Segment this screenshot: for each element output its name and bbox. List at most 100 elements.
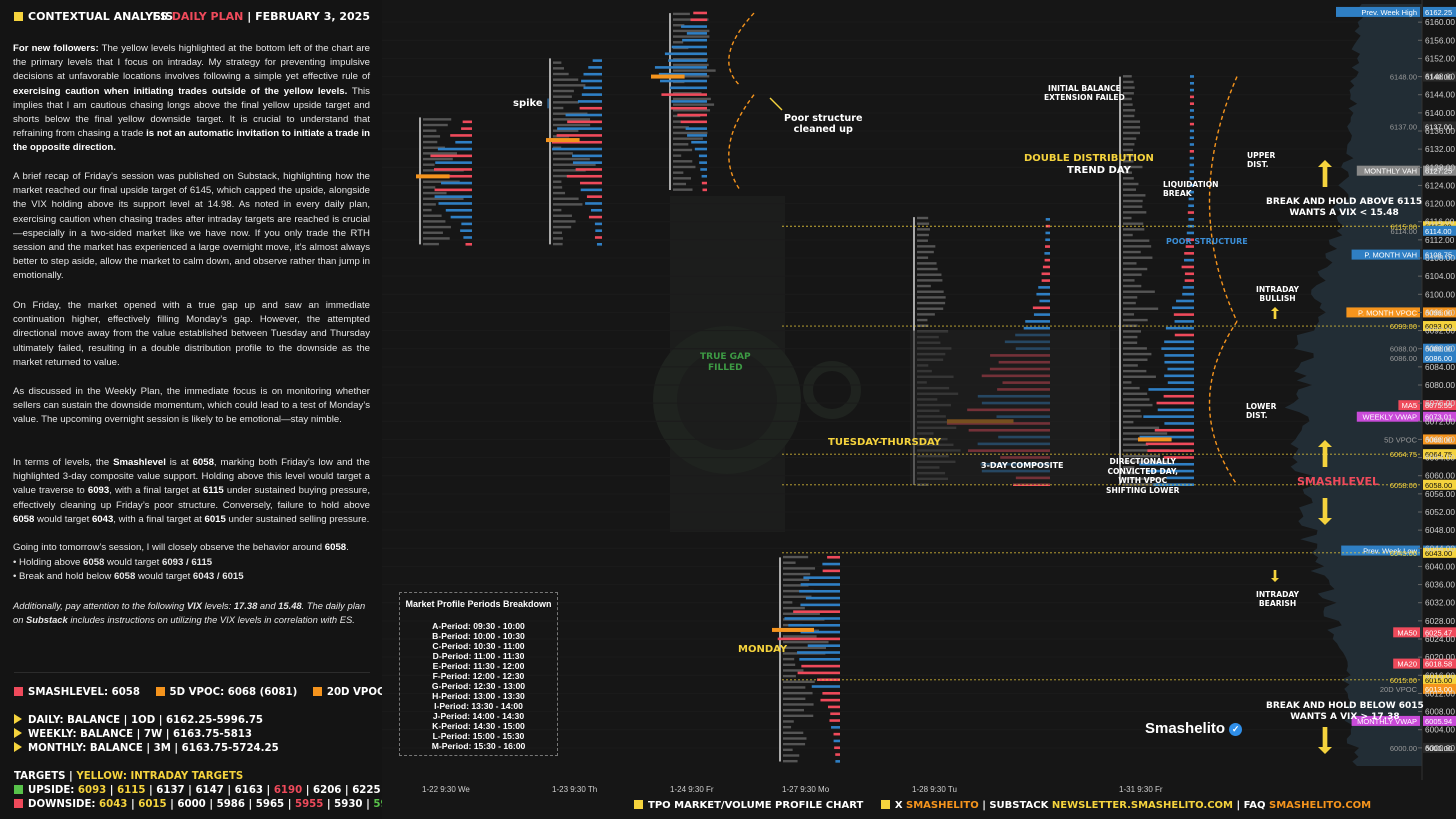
level-row-1: SMASHLEVEL: 6058 5D VPOC: 6068 (6081) 20… [14,687,421,698]
tpo-row [783,686,806,689]
tpo-row [1123,211,1147,214]
tpo-row [783,731,804,735]
footer-sep: | [1236,800,1241,811]
ref-label: 6064.75 [1390,450,1417,459]
tpo-row [423,225,451,229]
ref-label: MONTHLY VWAP [1357,717,1417,726]
volume-bar [800,583,840,586]
ref-value-tag [1423,683,1456,694]
tpo-row [783,669,804,672]
tpo-row [553,146,562,149]
tpo-row [553,163,596,166]
volume-bar [1045,231,1050,235]
tpo-row [783,742,806,746]
tpo-row [1123,426,1160,429]
volume-bar [590,208,602,212]
volume-bar [668,59,707,62]
tpo-row [1123,233,1133,237]
tpo-row [1123,245,1152,248]
tpo-row [553,225,572,229]
tpo-row [1123,318,1148,322]
yellow-square-icon [880,800,890,809]
volume-bar [699,161,707,164]
volume-bar [701,181,707,185]
footer-x: X [894,800,903,811]
arrow-down-icon [1271,570,1279,582]
volume-bar [1139,462,1194,466]
y-tick-label: 6072.00 [1425,416,1455,426]
ref-value: 6013.00 [1425,685,1452,694]
tpo-row [783,720,794,723]
volume-bar [596,242,602,246]
tpo-row [553,191,566,195]
tpo-row [673,12,690,16]
volume-bar [1173,313,1194,316]
tpo-row [423,140,438,144]
tpo-row [673,103,715,106]
ann-true-gap: TRUE GAP FILLED [700,352,751,373]
downside-targets: 6043 | 6015 | 6000 | 5986 | 5965 | 5955 … [99,799,402,810]
volume-bar [691,140,707,144]
footer-newsletter-link[interactable]: NEWSLETTER.SMASHELITO.COM [1051,800,1233,811]
tpo-row [1123,279,1135,282]
y-tick-label: 6128.00 [1425,162,1455,172]
volume-bar [1184,258,1194,262]
tpo-row [783,697,806,700]
tpo-row [1123,420,1134,424]
arc-lower-dist [1208,321,1238,486]
tpo-row [553,197,579,200]
tpo-row [553,72,569,76]
volume-bar [583,72,602,76]
footer-substack: SUBSTACK [989,800,1049,811]
volume-bar [1167,367,1194,371]
composite-value-area [910,330,1110,485]
tpo-row [783,748,793,752]
tpo-row [553,89,574,93]
volume-bar [1148,388,1194,391]
tpo-row [783,737,807,740]
period-row: L-Period: 15:00 - 15:30 [432,731,525,741]
footer-faq-link[interactable]: SMASHELITO.COM [1269,800,1372,811]
volume-bar [1143,415,1194,418]
volume-bar [583,86,602,90]
volume-bar [702,188,707,192]
tpo-row [553,95,572,98]
tpo-row [783,691,813,695]
plan-sep: | [247,10,252,23]
period-row: K-Period: 14:30 - 15:00 [432,721,525,731]
volume-bar [777,637,840,641]
period-row: G-Period: 12:30 - 13:00 [431,681,526,691]
volume-bar [1044,252,1050,255]
tpo-row [1123,75,1132,78]
upside-targets: 6093 | 6115 | 6137 | 6147 | 6163 | 6190 … [78,785,381,796]
volume-bar [586,195,602,198]
arrow-down-icon [1318,498,1332,525]
ref-value: 6086.00 [1425,354,1452,363]
tpo-row [917,222,930,225]
volume-bar [1164,340,1194,344]
ref-label: MA20 [1397,660,1417,669]
volume-bar [1189,81,1194,85]
volume-bar [1189,75,1194,78]
ref-value: 6108.75 [1425,251,1452,260]
tpo-row [553,101,579,104]
volume-bar [830,712,840,716]
ref-value-tag [1423,400,1456,411]
target-value: 6190 [273,785,303,796]
ann-smashlevel: SMASHLEVEL [1297,475,1380,488]
ref-label: 6043.00 [1390,549,1417,558]
arrow-shaft [1273,570,1277,578]
ref-label-bg [1341,545,1420,556]
tpo-row [673,165,696,169]
target-sep: | [184,785,196,796]
targets-label: TARGETS | [14,771,73,782]
ref-label: 6093.00 [1390,322,1417,331]
tpo-row [423,129,437,132]
tpo-row [673,154,682,157]
ann-upper-dist: UPPER DIST. [1247,151,1276,169]
y-tick-label: 6044.00 [1425,543,1455,553]
ann-lower-dist: LOWER DIST. [1246,402,1277,420]
footer-handle-link[interactable]: SMASHELITO [906,800,979,811]
volume-bar [827,705,840,709]
watermark-ring [653,326,801,474]
